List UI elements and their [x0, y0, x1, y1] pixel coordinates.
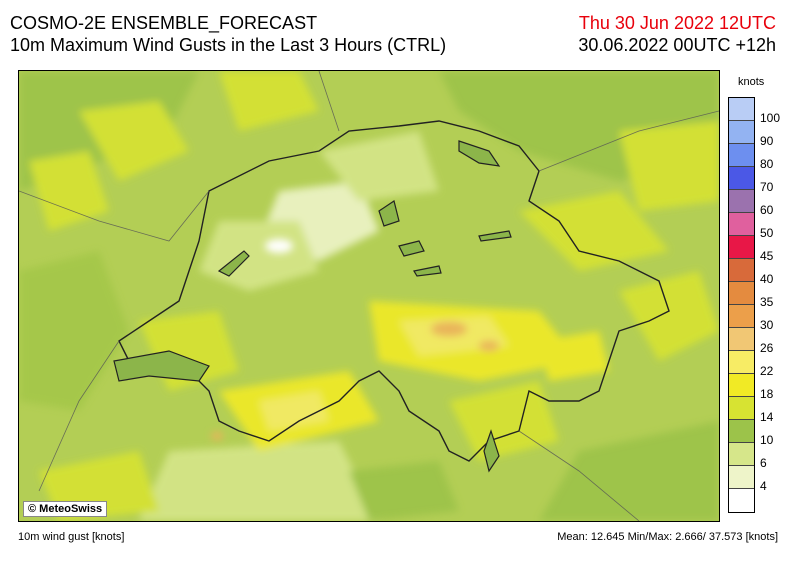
legend-tick-label: 6 — [760, 456, 767, 470]
legend-tick-label: 45 — [760, 249, 774, 263]
legend-color-box — [729, 259, 754, 282]
legend-color-box — [729, 374, 754, 397]
legend-tick-label: 14 — [760, 410, 774, 424]
legend-color-box — [729, 397, 754, 420]
legend-color-box — [729, 328, 754, 351]
legend-tick-label: 60 — [760, 203, 774, 217]
legend-tick-label: 90 — [760, 134, 774, 148]
variable-title: 10m Maximum Wind Gusts in the Last 3 Hou… — [10, 35, 447, 55]
legend-color-box — [729, 305, 754, 328]
legend-color-box — [729, 190, 754, 213]
legend-unit: knots — [738, 76, 765, 88]
title-block: COSMO-2E ENSEMBLE_FORECAST 10m Maximum W… — [10, 12, 446, 56]
legend-color-box — [729, 236, 754, 259]
product-title: COSMO-2E ENSEMBLE_FORECAST — [10, 13, 318, 33]
legend-color-box — [729, 167, 754, 190]
color-scale — [728, 97, 755, 513]
valid-time: Thu 30 Jun 2022 12UTC — [578, 13, 776, 33]
legend-tick-label: 4 — [760, 479, 767, 493]
legend-tick-label: 26 — [760, 341, 774, 355]
time-block: Thu 30 Jun 2022 12UTC 30.06.2022 00UTC +… — [578, 12, 776, 56]
legend-color-box — [729, 282, 754, 305]
variable-label: 10m wind gust [knots] — [18, 531, 125, 543]
legend-tick-label: 50 — [760, 226, 774, 240]
legend-tick-label: 70 — [760, 180, 774, 194]
legend-tick-label: 100 — [760, 111, 781, 125]
legend-color-box — [729, 443, 754, 466]
legend-color-box — [729, 98, 754, 121]
run-time: 30.06.2022 00UTC +12h — [578, 35, 776, 55]
legend-tick-label: 30 — [760, 318, 774, 332]
legend-color-box — [729, 489, 754, 512]
legend-tick-label: 40 — [760, 272, 774, 286]
wind-gust-field — [19, 71, 719, 521]
legend-color-box — [729, 351, 754, 374]
legend-tick-label: 80 — [760, 157, 774, 171]
legend-color-box — [729, 213, 754, 236]
legend-color-box — [729, 144, 754, 167]
legend-tick-label: 22 — [760, 364, 774, 378]
legend-color-box — [729, 466, 754, 489]
legend-tick-label: 35 — [760, 295, 774, 309]
legend-color-box — [729, 420, 754, 443]
meteoswiss-credit: © MeteoSwiss — [23, 501, 108, 517]
legend-tick-label: 10 — [760, 433, 774, 447]
legend-color-box — [729, 121, 754, 144]
legend-tick-label: 18 — [760, 387, 774, 401]
field-statistics: Mean: 12.645 Min/Max: 2.666/ 37.573 [kno… — [557, 531, 778, 543]
forecast-map[interactable]: © MeteoSwiss — [18, 70, 720, 522]
